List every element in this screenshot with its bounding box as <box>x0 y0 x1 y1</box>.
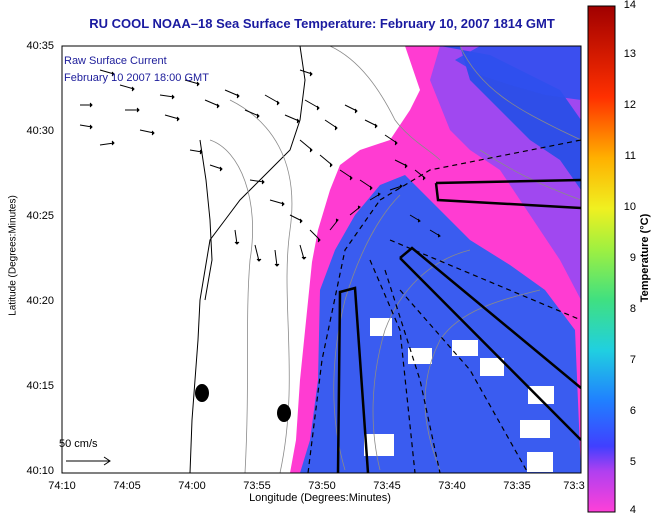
land-mass <box>62 46 306 473</box>
bathymetry-contours <box>209 46 581 473</box>
scale-label: 50 cm/s <box>59 438 98 450</box>
sandy-hook-spit <box>199 139 213 301</box>
cloud-mask <box>452 340 478 356</box>
cloud-mask <box>520 420 550 438</box>
scale-arrow <box>66 456 111 466</box>
overlay-line-1: Raw Surface Current <box>64 55 167 67</box>
y-tick-label: 40:20 <box>26 295 54 307</box>
cloud-mask <box>370 318 392 336</box>
colorbar-title: Temperature (°C) <box>639 213 651 303</box>
colorbar-tick: 13 <box>623 48 636 60</box>
colorbar-tick: 5 <box>629 456 636 468</box>
colorbar-tick: 11 <box>624 150 636 162</box>
y-tick-label: 40:10 <box>26 465 54 477</box>
cloud-mask <box>364 434 394 456</box>
sst-warm-core <box>440 46 581 190</box>
colorbar-tick: 4 <box>629 504 636 516</box>
cloud-mask <box>480 358 504 376</box>
sst-blue-tongue <box>455 46 581 100</box>
y-axis-label: Latitude (Degrees:Minutes) <box>7 195 19 316</box>
cloud-mask <box>528 386 554 404</box>
x-tick-label: 73:3 <box>563 480 585 492</box>
sampling-boxes <box>336 178 581 473</box>
colorbar-tick: 9 <box>629 252 636 264</box>
colorbar-tick: 14 <box>623 0 636 11</box>
colorbar-tick: 10 <box>623 201 636 213</box>
x-tick-label: 74:05 <box>113 480 141 492</box>
x-tick-label: 74:00 <box>178 480 206 492</box>
y-tick-label: 40:25 <box>26 210 54 222</box>
station-marker <box>195 384 209 402</box>
colorbar <box>587 5 616 513</box>
map-title: RU COOL NOAA–18 Sea Surface Temperature:… <box>89 16 555 31</box>
x-tick-label: 73:45 <box>373 480 401 492</box>
x-tick-label: 73:50 <box>308 480 336 492</box>
colorbar-tick: 6 <box>629 405 636 417</box>
plot-frame <box>61 45 582 474</box>
y-tick-label: 40:35 <box>26 40 54 52</box>
surface-current-vectors <box>79 69 441 267</box>
station-marker <box>277 404 291 422</box>
colorbar-tick: 7 <box>629 354 636 366</box>
overlay-line-2: February 10 2007 18:00 GMT <box>64 72 209 84</box>
x-tick-label: 74:10 <box>48 480 76 492</box>
colorbar-tick: 8 <box>629 303 636 315</box>
overlay-caption: Raw Surface Current February 10 2007 18:… <box>64 53 209 87</box>
cloud-mask <box>527 452 553 472</box>
y-tick-label: 40:15 <box>26 380 54 392</box>
x-tick-label: 73:35 <box>503 480 531 492</box>
cloud-mask <box>408 348 432 364</box>
colorbar-tick: 12 <box>623 99 636 111</box>
sst-field <box>62 46 581 473</box>
cloud-mask <box>310 74 324 88</box>
dashed-tracks <box>307 139 581 473</box>
x-tick-label: 73:55 <box>243 480 271 492</box>
sst-warm-pool <box>300 175 581 473</box>
x-tick-label: 73:40 <box>438 480 466 492</box>
y-tick-label: 40:30 <box>26 125 54 137</box>
x-axis-label: Longitude (Degrees:Minutes) <box>249 492 391 504</box>
